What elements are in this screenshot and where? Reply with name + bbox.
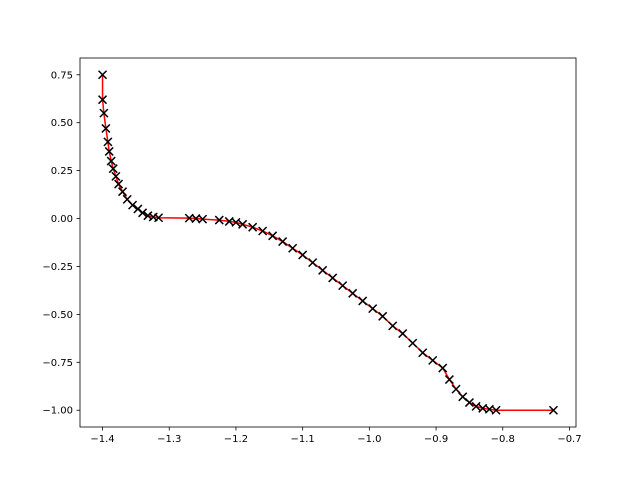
marker — [198, 214, 208, 224]
marker — [348, 288, 358, 298]
marker — [108, 164, 118, 174]
x-tick-label: −1.4 — [90, 434, 114, 445]
marker — [231, 217, 241, 227]
marker — [464, 398, 474, 408]
marker — [101, 123, 111, 133]
x-tick-label: −1.2 — [224, 434, 248, 445]
marker — [388, 321, 398, 331]
marker — [258, 226, 268, 236]
marker — [418, 348, 428, 358]
marker — [154, 213, 164, 223]
marker — [438, 363, 448, 373]
marker — [378, 311, 388, 321]
y-tick-label: −1.00 — [42, 406, 73, 417]
y-tick-label: −0.75 — [42, 358, 73, 369]
marker — [114, 179, 124, 189]
marker — [103, 137, 113, 147]
marker — [471, 401, 481, 411]
marker — [408, 338, 418, 348]
y-tick-label: 0.00 — [51, 214, 73, 225]
marker — [128, 200, 138, 210]
marker — [328, 273, 338, 283]
y-tick-label: 0.25 — [51, 166, 73, 177]
x-tick-label: −0.8 — [491, 434, 515, 445]
x-tick-label: −0.7 — [557, 434, 581, 445]
data-line — [101, 74, 554, 411]
marker — [318, 265, 328, 275]
x-tick-label: −0.9 — [424, 434, 448, 445]
marker — [548, 405, 558, 415]
marker — [106, 156, 116, 166]
marker — [268, 231, 278, 241]
y-tick-label: −0.50 — [42, 310, 73, 321]
marker — [398, 329, 408, 339]
x-tick-label: −1.1 — [291, 434, 315, 445]
marker — [118, 187, 128, 197]
marker — [138, 208, 148, 218]
y-tick-label: 0.75 — [51, 70, 73, 81]
marker — [308, 258, 318, 268]
marker — [428, 355, 438, 365]
marker — [238, 219, 248, 229]
x-tick-label: −1.3 — [157, 434, 181, 445]
marker — [98, 95, 108, 105]
marker — [99, 108, 109, 118]
marker — [98, 70, 108, 80]
marker — [444, 375, 454, 385]
y-tick-label: 0.50 — [51, 118, 73, 129]
plot-frame — [79, 57, 577, 428]
marker — [491, 405, 501, 415]
x-tick-label: −1.0 — [357, 434, 381, 445]
y-tick-label: −0.25 — [42, 262, 73, 273]
marker — [338, 281, 348, 291]
marker — [451, 384, 461, 394]
marker — [248, 222, 258, 232]
marker — [288, 243, 298, 253]
marker — [104, 146, 114, 156]
marker — [111, 171, 121, 181]
marker — [214, 215, 224, 225]
marker — [278, 237, 288, 247]
marker — [368, 304, 378, 314]
marker — [298, 250, 308, 260]
marker — [143, 211, 153, 221]
marker — [358, 296, 368, 306]
